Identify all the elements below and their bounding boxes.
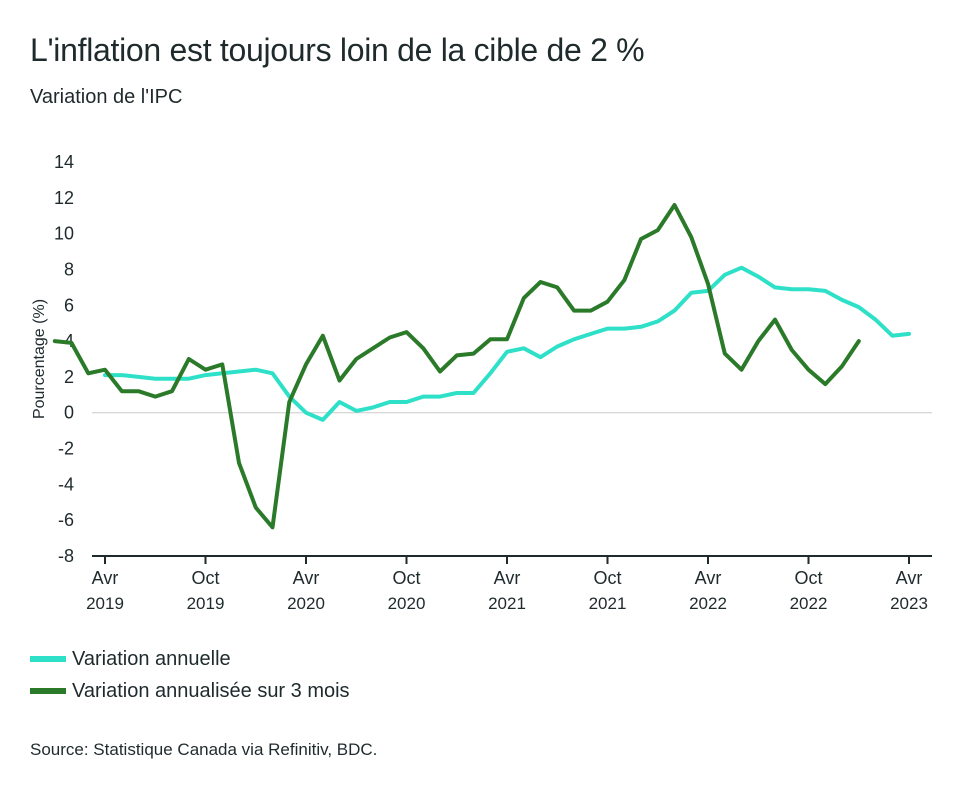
x-tick-year: 2020	[287, 594, 325, 613]
x-tick-month: Avr	[92, 568, 119, 588]
y-tick-label: 0	[64, 403, 74, 423]
x-tick-year: 2021	[488, 594, 526, 613]
legend-label-annual: Variation annuelle	[72, 647, 231, 670]
y-tick-label: -8	[58, 546, 74, 566]
x-tick-month: Avr	[896, 568, 923, 588]
legend: Variation annuelle Variation annualisée …	[30, 643, 350, 707]
legend-item-annual: Variation annuelle	[30, 643, 350, 675]
source-note: Source: Statistique Canada via Refinitiv…	[30, 740, 378, 759]
y-tick-label: 8	[64, 259, 74, 279]
x-tick-month: Oct	[593, 568, 621, 588]
y-tick-label: 10	[54, 224, 74, 244]
x-tick-year: 2022	[790, 594, 828, 613]
x-tick-month: Avr	[695, 568, 722, 588]
series-line-3month	[52, 203, 861, 530]
x-tick-year: 2021	[589, 594, 627, 613]
series-lines	[52, 203, 911, 530]
x-tick-year: 2019	[86, 594, 124, 613]
y-tick-label: -2	[58, 439, 74, 459]
legend-label-3month: Variation annualisée sur 3 mois	[72, 679, 350, 702]
legend-swatch-annual	[30, 656, 66, 662]
x-tick-month: Avr	[494, 568, 521, 588]
y-tick-label: -6	[58, 510, 74, 530]
x-tick-year: 2023	[890, 594, 928, 613]
chart-title: L'inflation est toujours loin de la cibl…	[30, 32, 645, 68]
x-tick-year: 2020	[388, 594, 426, 613]
y-tick-label: 2	[64, 367, 74, 387]
series-line-annual	[103, 265, 911, 422]
y-tick-label: 6	[64, 295, 74, 315]
legend-item-3month: Variation annualisée sur 3 mois	[30, 675, 350, 707]
y-tick-label: -4	[58, 474, 74, 494]
legend-swatch-3month	[30, 688, 66, 694]
x-tick-month: Oct	[392, 568, 420, 588]
x-tick-year: 2019	[187, 594, 225, 613]
y-tick-label: 14	[54, 152, 74, 172]
y-axis-label: Pourcentage (%)	[31, 299, 48, 419]
x-tick-month: Oct	[794, 568, 822, 588]
chart-subtitle: Variation de l'IPC	[30, 86, 183, 108]
x-axis-ticks: Avr 2019 Oct 2019 Avr 2020 Oct 2020 Avr 2021 Oct 20…	[86, 556, 928, 613]
x-tick-month: Oct	[191, 568, 219, 588]
x-tick-year: 2022	[689, 594, 727, 613]
x-tick-month: Avr	[293, 568, 320, 588]
y-tick-label: 12	[54, 188, 74, 208]
